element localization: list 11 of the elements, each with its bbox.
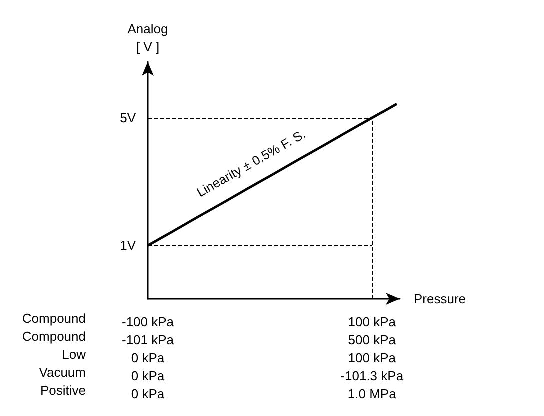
text: Compound	[22, 329, 86, 344]
y-tick-label: 5V	[120, 110, 136, 126]
text: Vacuum	[39, 365, 86, 380]
y-tick-label: 1V	[120, 238, 136, 254]
text: Low	[62, 347, 87, 362]
text: Positive	[40, 383, 86, 398]
text: Compound	[22, 311, 86, 326]
x-tick-label: 100 kPa 500 kPa 100 kPa -101.3 kPa 1.0 MPa	[340, 314, 404, 402]
x-axis-title: Pressure	[414, 292, 466, 306]
y-axis-title: Analog [ V ]	[128, 22, 168, 54]
x-tick-label: -100 kPa -101 kPa 0 kPa 0 kPa 0 kPa	[122, 314, 175, 402]
